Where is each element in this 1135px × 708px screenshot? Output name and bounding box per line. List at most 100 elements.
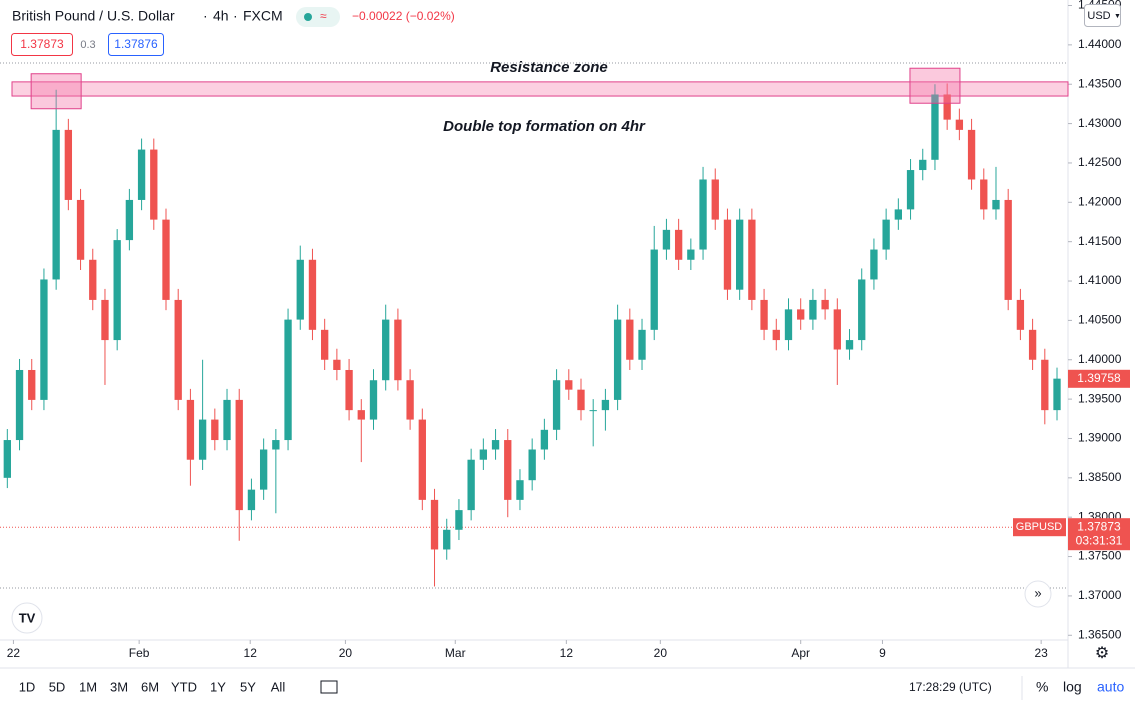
candle-body — [931, 94, 939, 160]
candle-body — [784, 309, 793, 341]
spread: 0.3 — [80, 39, 95, 51]
candle-body — [40, 279, 48, 400]
range-button[interactable]: 3M — [110, 679, 128, 694]
interval: 4h — [213, 8, 229, 24]
candle-body — [52, 129, 60, 280]
candle-body — [882, 219, 890, 250]
candle-body — [870, 249, 878, 280]
candle-body — [186, 399, 195, 460]
currency-caret: ▼ — [1114, 13, 1121, 20]
y-tick-label: 1.43000 — [1078, 116, 1122, 130]
y-tick-label: 1.39500 — [1078, 391, 1122, 405]
candle-body — [992, 199, 1000, 210]
x-tick-label: 9 — [879, 646, 886, 660]
currency: USD — [1087, 10, 1110, 22]
x-tick-label: Mar — [445, 646, 466, 660]
last-price-label: 1.39758 — [1077, 371, 1121, 385]
range-button[interactable]: 1M — [79, 679, 97, 694]
candle-body — [577, 389, 585, 411]
candle-body — [101, 299, 109, 341]
scroll-button[interactable] — [1024, 580, 1052, 608]
candle-body — [528, 449, 536, 481]
x-tick-label: 23 — [1034, 646, 1048, 660]
percent-toggle[interactable]: % — [1036, 679, 1048, 695]
range-button[interactable]: 5Y — [240, 679, 256, 694]
settings-icon[interactable]: ⚙ — [1095, 645, 1109, 662]
scroll-icon: » — [1034, 585, 1041, 600]
candle-body — [443, 529, 451, 550]
exchange: FXCM — [243, 8, 283, 24]
date-range-icon[interactable] — [320, 680, 338, 694]
status-pill[interactable] — [296, 7, 340, 27]
y-tick-label: 1.41500 — [1078, 234, 1122, 248]
range-button[interactable]: 1Y — [210, 679, 226, 694]
candle-body — [28, 369, 36, 400]
candle-body — [967, 129, 976, 180]
range-button[interactable]: 6M — [141, 679, 159, 694]
separator: · — [233, 8, 238, 24]
symbol-title: British Pound / U.S. Dollar — [12, 8, 175, 24]
candle-body — [272, 440, 280, 450]
candle-body — [565, 380, 573, 390]
change: −0.00022 (−0.02%) — [352, 9, 455, 23]
y-tick-label: 1.36500 — [1078, 627, 1122, 641]
buy-button[interactable] — [108, 33, 164, 56]
candle-body — [137, 149, 146, 200]
y-tick-label: 1.40000 — [1078, 352, 1122, 366]
candle-body — [858, 279, 866, 341]
y-tick-label: 1.44000 — [1078, 37, 1122, 51]
sell-button[interactable] — [11, 33, 73, 56]
range-button[interactable]: 1D — [19, 679, 36, 694]
candle-body — [15, 369, 24, 441]
candle-body — [247, 489, 256, 511]
candle-body — [1004, 199, 1012, 300]
x-tick-label: Feb — [129, 646, 150, 660]
range-button[interactable]: 5D — [49, 679, 66, 694]
candle-body — [162, 219, 170, 300]
candle-body — [406, 380, 414, 420]
candle-body — [223, 399, 231, 441]
candle-body — [1041, 359, 1049, 411]
candle-body — [211, 419, 219, 441]
candle-body — [613, 319, 622, 400]
candle-body — [906, 170, 915, 210]
x-tick-label: 20 — [654, 646, 668, 660]
candle-body — [540, 429, 549, 450]
highlight-box — [30, 73, 82, 110]
candle-body — [333, 359, 341, 370]
candle-body — [674, 229, 683, 260]
candle-body — [809, 299, 817, 320]
current-price-label: 1.37873 — [1077, 519, 1121, 533]
candle-body — [662, 229, 671, 250]
candle-body — [589, 410, 597, 412]
candle-body — [943, 94, 951, 120]
y-tick-label: 1.43500 — [1078, 76, 1122, 90]
candle-body — [736, 219, 744, 290]
annotation: Double top formation on 4hr — [443, 118, 646, 135]
candle-body — [198, 419, 207, 460]
currency-button[interactable] — [1084, 4, 1121, 27]
y-tick-label: 1.41000 — [1078, 273, 1122, 287]
log-toggle[interactable]: log — [1063, 679, 1082, 695]
candle-body — [491, 440, 500, 450]
countdown: 03:31:31 — [1076, 533, 1123, 547]
candle-body — [321, 329, 329, 360]
auto-toggle[interactable]: auto — [1097, 679, 1124, 695]
candle-body — [955, 119, 964, 130]
y-tick-label: 1.42000 — [1078, 194, 1122, 208]
candle-body — [845, 340, 854, 350]
range-button[interactable]: All — [271, 679, 286, 694]
range-button[interactable]: YTD — [171, 679, 197, 694]
candle-body — [1028, 329, 1037, 360]
y-tick-label: 1.37000 — [1078, 588, 1122, 602]
x-tick-label: 22 — [7, 646, 21, 660]
status-dot — [304, 13, 312, 21]
candle-body — [259, 449, 268, 490]
candle-body — [601, 399, 610, 411]
status-icon: ≈ — [320, 9, 327, 23]
x-tick-label: 20 — [339, 646, 353, 660]
candle-body — [772, 329, 780, 341]
logo[interactable] — [11, 602, 43, 634]
